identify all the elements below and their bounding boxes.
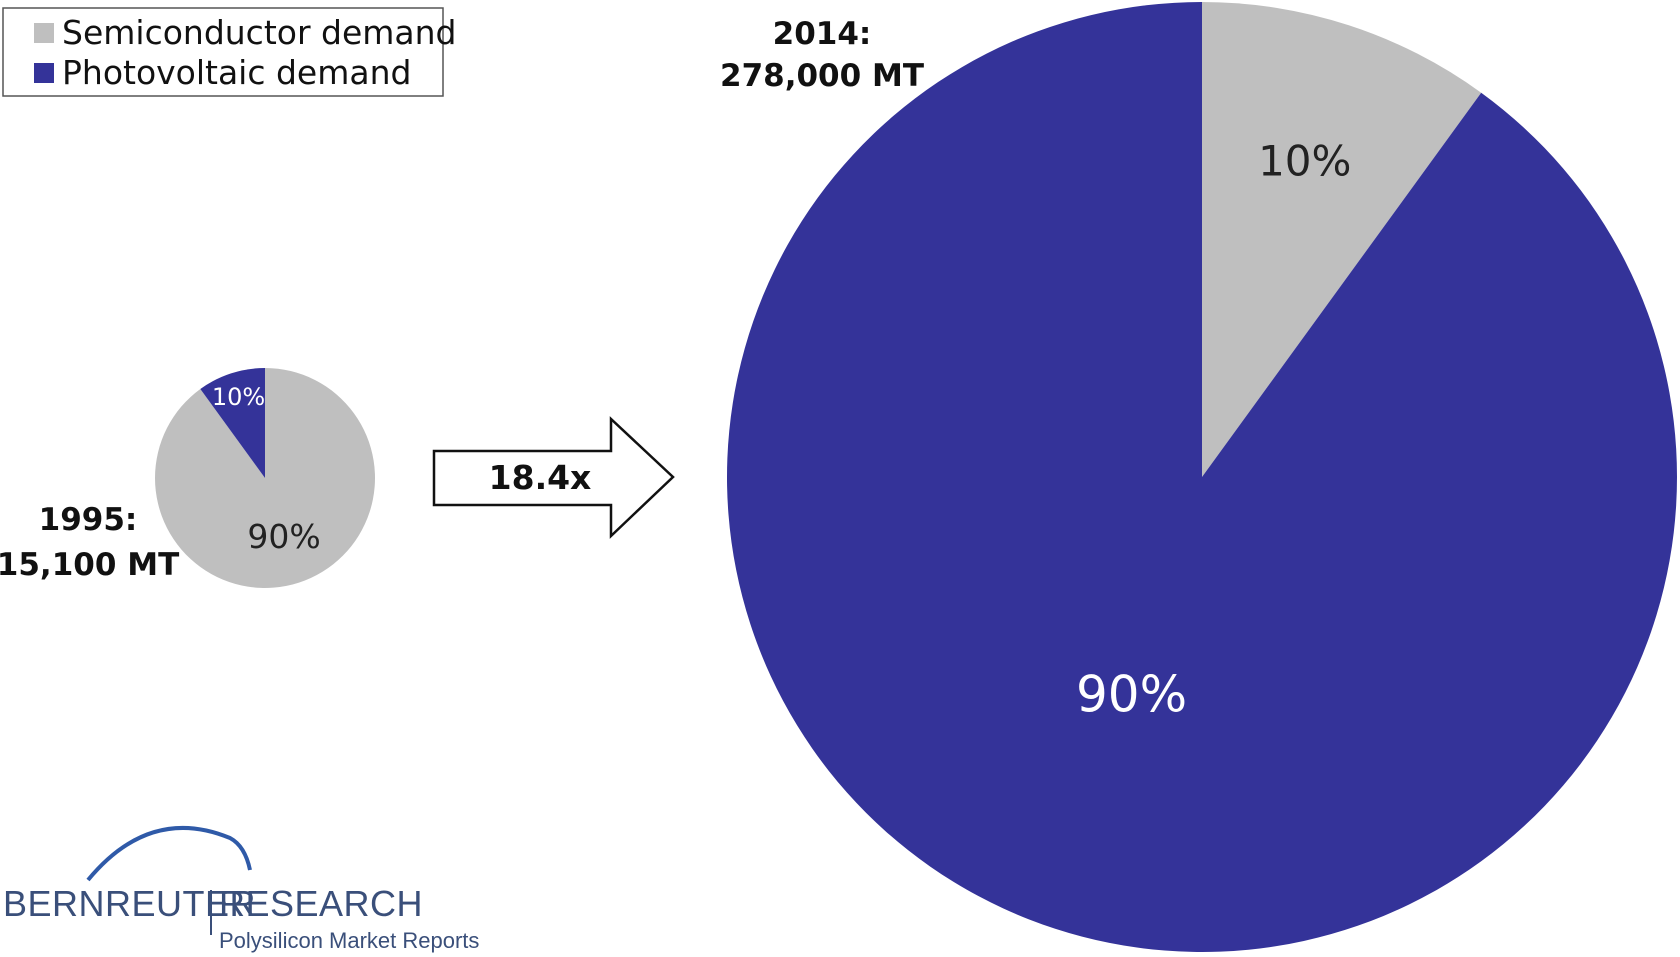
logo-arc (86, 825, 252, 882)
logo: BERNREUTER RESEARCH Polysilicon Market R… (3, 825, 479, 953)
growth-arrow: 18.4x (432, 416, 675, 539)
legend: Semiconductor demand Photovoltaic demand (2, 7, 457, 97)
pie-1995: 90% 10% (154, 368, 375, 589)
year-label-1995: 1995: (39, 502, 138, 538)
logo-name-right: RESEARCH (219, 883, 423, 924)
arrow-shape (432, 416, 675, 539)
growth-label: 18.4x (489, 458, 592, 497)
pie-slice-semiconductor-demand (154, 368, 375, 589)
pie-label-semiconductor-demand: 90% (247, 517, 320, 556)
pie-2014: 10% 90% (726, 2, 1677, 953)
legend-swatch-semiconductor (34, 23, 54, 43)
logo-name-left: BERNREUTER (3, 883, 256, 924)
pie-label-semiconductor-demand: 10% (1258, 136, 1351, 185)
pie-slice-photovoltaic-demand (726, 2, 1677, 953)
pie-label-photovoltaic-demand: 10% (212, 383, 265, 411)
pie-slice-photovoltaic-demand (200, 368, 265, 478)
legend-box (2, 7, 444, 97)
total-label-1995: 15,100 MT (0, 547, 179, 583)
year-label-2014: 2014: (773, 16, 872, 52)
legend-label-semiconductor: Semiconductor demand (62, 13, 457, 52)
total-label-2014: 278,000 MT (720, 58, 924, 94)
pie-label-photovoltaic-demand: 90% (1076, 665, 1187, 723)
legend-label-photovoltaic: Photovoltaic demand (62, 53, 411, 92)
legend-swatch-photovoltaic (34, 63, 54, 83)
pie-slice-semiconductor-demand (1202, 2, 1482, 477)
logo-tagline: Polysilicon Market Reports (219, 928, 479, 953)
